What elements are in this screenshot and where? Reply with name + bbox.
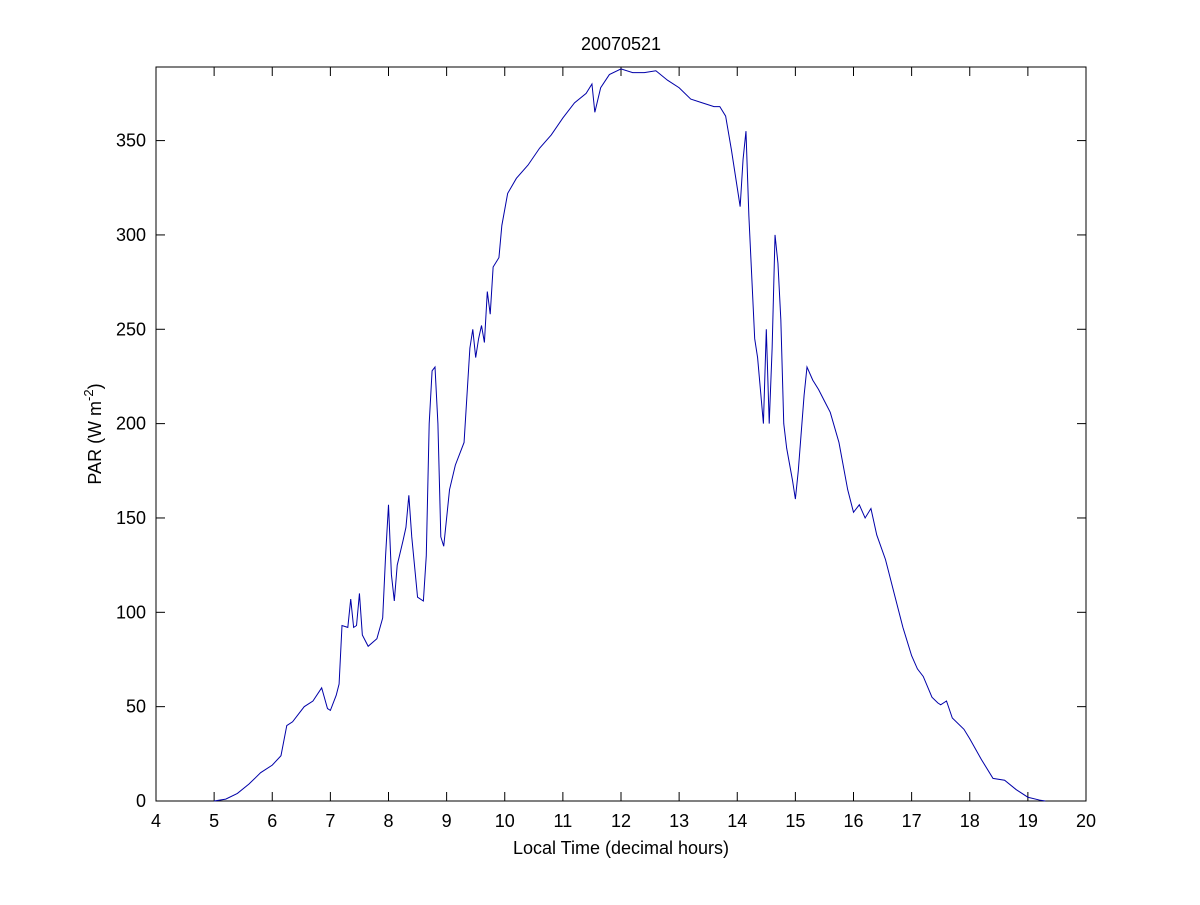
x-tick-label: 10: [495, 811, 515, 831]
y-tick-label: 0: [136, 791, 146, 811]
x-tick-label: 9: [442, 811, 452, 831]
y-axis-label-sup: -2: [81, 389, 96, 401]
x-tick-label: 5: [209, 811, 219, 831]
data-line: [214, 68, 1046, 802]
y-tick-label: 250: [116, 319, 146, 339]
x-tick-label: 18: [960, 811, 980, 831]
x-tick-label: 19: [1018, 811, 1038, 831]
x-tick-label: 16: [843, 811, 863, 831]
y-axis-label-text: PAR (W m: [85, 401, 105, 485]
x-tick-label: 15: [785, 811, 805, 831]
x-tick-label: 12: [611, 811, 631, 831]
y-axis-label: PAR (W m-2): [81, 383, 105, 484]
x-tick-label: 7: [325, 811, 335, 831]
y-tick-label: 350: [116, 131, 146, 151]
y-tick-label: 100: [116, 602, 146, 622]
x-tick-label: 17: [902, 811, 922, 831]
x-tick-label: 6: [267, 811, 277, 831]
y-tick-label: 300: [116, 225, 146, 245]
x-tick-label: 14: [727, 811, 747, 831]
x-axis-label: Local Time (decimal hours): [513, 838, 729, 858]
x-tick-label: 4: [151, 811, 161, 831]
y-tick-label: 200: [116, 414, 146, 434]
x-tick-label: 20: [1076, 811, 1096, 831]
chart-title: 20070521: [581, 34, 661, 54]
x-tick-label: 8: [383, 811, 393, 831]
x-tick-label: 13: [669, 811, 689, 831]
y-tick-label: 50: [126, 697, 146, 717]
y-axis-label-suffix: ): [85, 383, 105, 389]
y-tick-label: 150: [116, 508, 146, 528]
x-tick-label: 11: [554, 811, 573, 831]
